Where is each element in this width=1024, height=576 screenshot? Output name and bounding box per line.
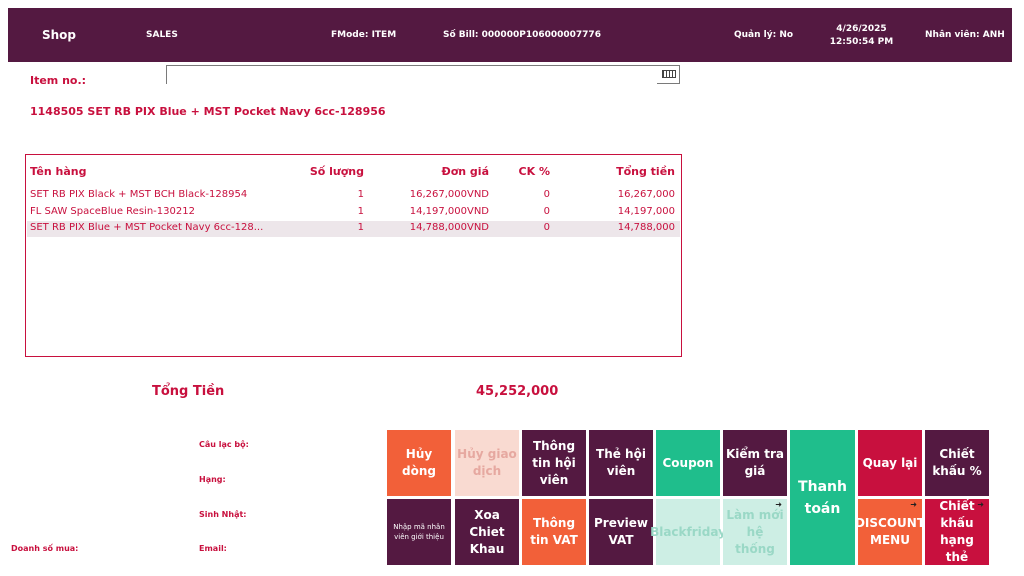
cell-price: 16,267,000VND xyxy=(409,189,489,200)
preview-vat-button[interactable]: Preview VAT xyxy=(589,499,653,565)
cell-qty: 1 xyxy=(357,189,364,200)
remove-discount-label: Xoa Chiet Khau xyxy=(469,507,505,556)
item-no-label: Item no.: xyxy=(30,74,87,87)
cell-name: SET RB PIX Blue + MST Pocket Navy 6cc-12… xyxy=(30,222,264,233)
check-price-button[interactable]: Kiểm tra giá xyxy=(723,430,787,496)
cell-qty: 1 xyxy=(357,206,364,217)
email-label: Email: xyxy=(199,544,227,553)
discount-percent-label: Chiết khấu % xyxy=(932,447,982,478)
item-no-field[interactable] xyxy=(166,65,680,87)
back-label: Quay lại xyxy=(862,455,918,470)
blackfriday-button[interactable]: Blackfriday xyxy=(650,499,726,565)
member-info-label: Thông tin hội viên xyxy=(532,438,576,487)
arrow-right-icon: ➜ xyxy=(910,500,917,509)
referral-code-button[interactable]: Nhập mã nhân viên giới thiệu xyxy=(387,499,451,565)
datetime-label: 4/26/2025 12:50:54 PM xyxy=(829,24,894,47)
table-row[interactable]: FL SAW SpaceBlue Resin-130212 1 14,197,0… xyxy=(27,205,680,221)
member-info-button[interactable]: Thông tin hội viên xyxy=(522,430,586,496)
refresh-system-button[interactable]: ➜ Làm mới hệ thống xyxy=(723,499,787,565)
member-card-label: Thẻ hội viên xyxy=(596,447,646,478)
purchases-label: Doanh số mua: xyxy=(11,544,79,553)
cell-ck: 0 xyxy=(543,206,550,217)
current-item-label: 1148505 SET RB PIX Blue + MST Pocket Nav… xyxy=(30,105,386,118)
vat-info-button[interactable]: Thông tin VAT xyxy=(522,499,586,565)
discount-menu-button[interactable]: ➜ DISCOUNT MENU xyxy=(854,499,926,565)
card-discount-button[interactable]: ➜ Chiết khấu hạng thẻ xyxy=(925,499,989,565)
vat-info-label: Thông tin VAT xyxy=(530,516,578,547)
cart-table: Tên hàng Số lượng Đơn giá CK % Tổng tiền… xyxy=(25,154,682,357)
check-price-label: Kiểm tra giá xyxy=(726,447,784,478)
cell-total: 14,197,000 xyxy=(617,206,675,217)
bill-number: Số Bill: 000000P106000007776 xyxy=(443,30,601,40)
arrow-right-icon: ➜ xyxy=(775,500,782,509)
club-label: Câu lạc bộ: xyxy=(199,440,249,449)
fmode-label: FMode: ITEM xyxy=(331,30,397,40)
keyboard-icon[interactable] xyxy=(662,70,676,78)
birthday-label: Sinh Nhật: xyxy=(199,510,247,519)
grand-total-value: 45,252,000 xyxy=(476,384,559,399)
remove-discount-button[interactable]: Xoa Chiet Khau xyxy=(455,499,519,565)
cancel-line-button[interactable]: Hủy dòng xyxy=(387,430,451,496)
cell-price: 14,788,000VND xyxy=(409,222,489,233)
checkout-button[interactable]: Thanh toán xyxy=(790,430,855,565)
arrow-right-icon: ➜ xyxy=(977,500,984,509)
refresh-system-label: Làm mới hệ thống xyxy=(726,507,784,556)
header-unit-price: Đơn giá xyxy=(441,165,489,178)
table-row[interactable]: SET RB PIX Blue + MST Pocket Navy 6cc-12… xyxy=(27,221,680,237)
discount-percent-button[interactable]: Chiết khấu % xyxy=(925,430,989,496)
cell-qty: 1 xyxy=(357,222,364,233)
cell-total: 16,267,000 xyxy=(617,189,675,200)
cancel-line-label: Hủy dòng xyxy=(402,447,436,478)
cell-name: SET RB PIX Black + MST BCH Black-128954 xyxy=(30,189,248,200)
cell-total: 14,788,000 xyxy=(617,222,675,233)
back-button[interactable]: Quay lại xyxy=(858,430,922,496)
header-item-name: Tên hàng xyxy=(30,165,87,178)
coupon-label: Coupon xyxy=(662,455,714,470)
staff-label: Nhân viên: ANH xyxy=(925,30,1005,40)
shop-title: Shop xyxy=(42,28,77,42)
member-card-button[interactable]: Thẻ hội viên xyxy=(589,430,653,496)
coupon-button[interactable]: Coupon xyxy=(656,430,720,496)
cancel-transaction-button[interactable]: Hủy giao dịch xyxy=(455,430,519,496)
cancel-transaction-label: Hủy giao dịch xyxy=(457,447,517,478)
referral-code-label: Nhập mã nhân viên giới thiệu xyxy=(393,523,445,541)
mode-label: SALES xyxy=(146,30,178,40)
preview-vat-label: Preview VAT xyxy=(593,516,648,547)
cell-price: 14,197,000VND xyxy=(409,206,489,217)
blackfriday-label: Blackfriday xyxy=(650,524,726,539)
top-bar: Shop SALES FMode: ITEM Số Bill: 000000P1… xyxy=(8,8,1012,62)
cell-ck: 0 xyxy=(543,189,550,200)
cell-name: FL SAW SpaceBlue Resin-130212 xyxy=(30,206,195,217)
header-line-total: Tổng tiền xyxy=(616,165,675,178)
discount-menu-label: DISCOUNT MENU xyxy=(854,516,926,547)
grand-total-label: Tổng Tiền xyxy=(152,384,225,399)
card-discount-label: Chiết khấu hạng thẻ xyxy=(939,499,975,564)
header-quantity: Số lượng xyxy=(309,165,364,178)
table-row[interactable]: SET RB PIX Black + MST BCH Black-128954 … xyxy=(27,188,680,204)
manager-label: Quản lý: No xyxy=(734,30,794,40)
checkout-label: Thanh toán xyxy=(798,478,847,517)
rank-label: Hạng: xyxy=(199,475,226,484)
header-discount: CK % xyxy=(518,165,550,178)
item-no-input[interactable] xyxy=(167,70,657,87)
cell-ck: 0 xyxy=(543,222,550,233)
